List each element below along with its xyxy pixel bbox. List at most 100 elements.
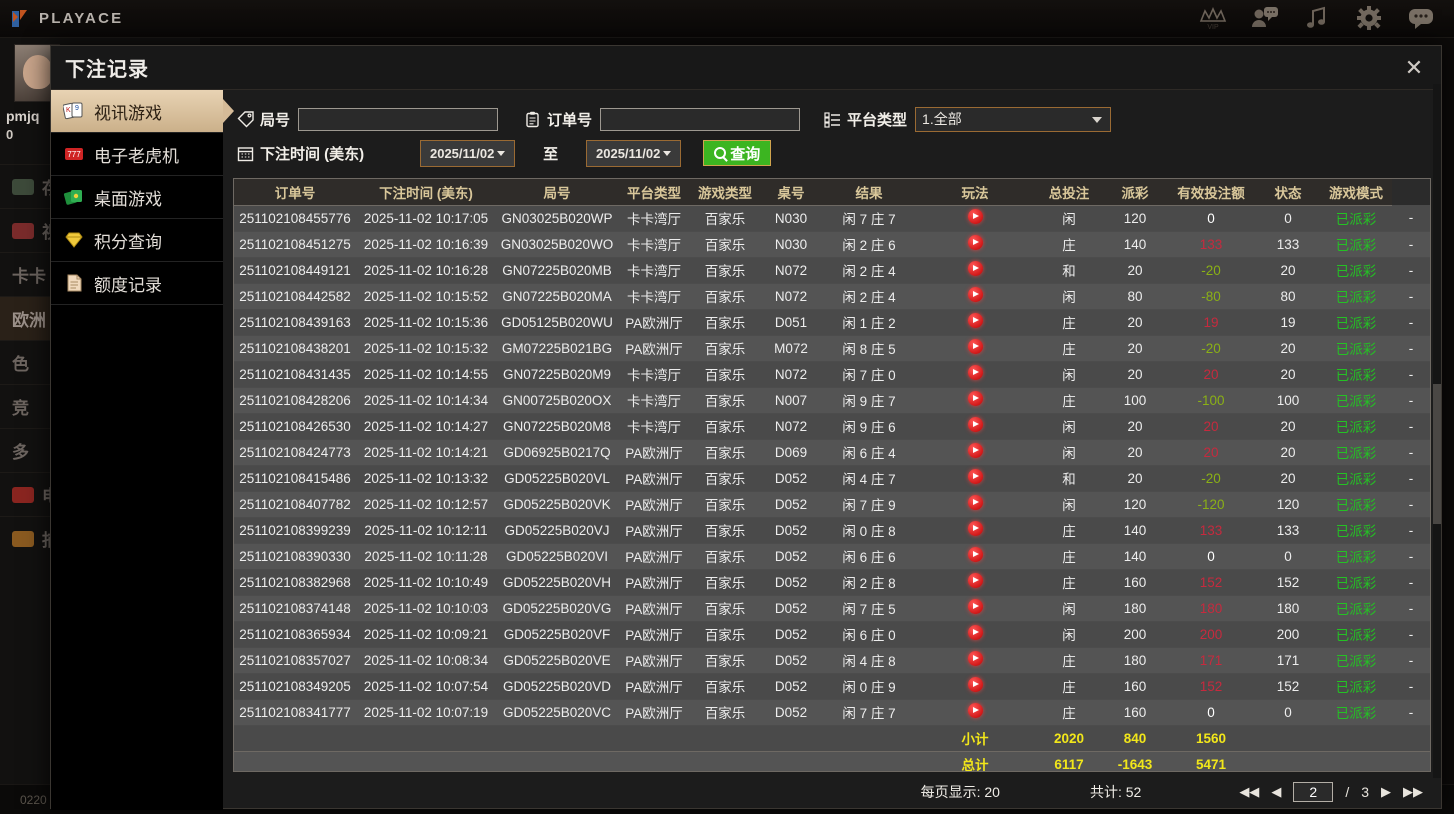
play-cell: 闲 [1034, 491, 1104, 518]
bet-cell: 180 [1104, 647, 1166, 674]
prev-page-button[interactable]: ◀ [1271, 784, 1282, 799]
play-replay-icon[interactable] [967, 339, 983, 354]
payout-cell: 152 [1166, 569, 1256, 596]
order-cell: 251102108451275 [234, 231, 356, 258]
scrollbar-thumb[interactable] [1433, 384, 1441, 524]
next-page-button[interactable]: ▶ [1381, 784, 1391, 799]
chevron-down-icon [1092, 116, 1103, 123]
replay-cell [916, 387, 1034, 414]
platform-cell: PA欧洲厅 [618, 517, 690, 544]
close-icon[interactable]: ✕ [1404, 54, 1424, 80]
game-mode-cell: - [1392, 595, 1430, 622]
play-replay-icon[interactable] [967, 443, 983, 458]
play-replay-icon[interactable] [967, 573, 983, 588]
play-cell: 庄 [1034, 517, 1104, 544]
play-replay-icon[interactable] [967, 391, 983, 406]
game-type-cell: 百家乐 [690, 283, 760, 310]
play-replay-icon[interactable] [967, 261, 983, 276]
table-row: 251102108424773 2025-11-02 10:14:21 GD0692… [234, 439, 1430, 466]
game-mode-cell: - [1392, 673, 1430, 700]
col-play: 玩法 [916, 179, 1034, 206]
game-mode-cell: - [1392, 517, 1430, 544]
date-to-value: 2025/11/02 [596, 145, 661, 161]
platform-cell: 卡卡湾厅 [618, 387, 690, 414]
valid-bet-cell: 20 [1256, 439, 1320, 466]
play-replay-icon[interactable] [967, 365, 983, 380]
valid-bet-cell: 80 [1256, 283, 1320, 310]
replay-cell [916, 517, 1034, 544]
result-cell: 闲 7 庄 7 [822, 699, 916, 726]
last-page-button[interactable]: ▶▶ [1403, 784, 1423, 799]
platform-select[interactable]: 1.全部 [915, 106, 1112, 132]
first-page-button[interactable]: ◀◀ [1239, 784, 1260, 799]
sidebar-item-credit-records[interactable]: 额度记录 [51, 262, 223, 305]
play-replay-icon[interactable] [967, 287, 983, 302]
play-cell: 庄 [1034, 387, 1104, 414]
order-cell: 251102108449121 [234, 257, 356, 284]
time-cell: 2025-11-02 10:10:03 [356, 595, 496, 622]
game-type-cell: 百家乐 [690, 309, 760, 336]
play-cell: 闲 [1034, 439, 1104, 466]
query-button[interactable]: 查询 [703, 140, 772, 166]
table-no-cell: D052 [760, 595, 822, 622]
bet-cell: 20 [1104, 309, 1166, 336]
topbar-icon-group: VIP [1198, 5, 1454, 33]
dialog-body: 9 K 视讯游戏 777 电子老虎机 [51, 90, 1441, 810]
fishing-icon [12, 530, 34, 547]
play-replay-icon[interactable] [967, 651, 983, 666]
status-cell: 已派彩 [1320, 283, 1392, 310]
date-to-picker[interactable]: 2025/11/02 [586, 139, 682, 167]
round-input[interactable] [298, 107, 499, 131]
play-replay-icon[interactable] [967, 469, 983, 484]
replay-cell [916, 335, 1034, 362]
play-replay-icon[interactable] [967, 495, 983, 510]
bet-cell: 160 [1104, 569, 1166, 596]
status-cell: 已派彩 [1320, 387, 1392, 414]
page-title: 下注记录 [65, 59, 149, 81]
sidebar-item-live-games[interactable]: 9 K 视讯游戏 [51, 90, 234, 133]
sidebar-item-table-games[interactable]: 桌面游戏 [51, 176, 223, 219]
vip-crown-icon[interactable]: VIP [1198, 5, 1228, 33]
play-replay-icon[interactable] [967, 599, 983, 614]
valid-bet-cell: 120 [1256, 491, 1320, 518]
round-cell: GN07225B020M9 [496, 361, 618, 388]
agent-chat-icon[interactable] [1250, 5, 1280, 33]
game-type-cell: 百家乐 [690, 569, 760, 596]
platform-cell: PA欧洲厅 [618, 543, 690, 570]
col-platform: 平台类型 [618, 179, 690, 206]
date-from-picker[interactable]: 2025/11/02 [420, 139, 516, 167]
play-replay-icon[interactable] [967, 235, 983, 250]
result-cell: 闲 7 庄 7 [822, 205, 916, 232]
table-row: 251102108455776 2025-11-02 10:17:05 GN0302… [234, 205, 1430, 232]
play-replay-icon[interactable] [967, 417, 983, 432]
table-no-cell: D052 [760, 465, 822, 492]
sidebar-item-slots[interactable]: 777 电子老虎机 [51, 133, 223, 176]
chat-bubble-icon[interactable] [1406, 5, 1436, 33]
play-replay-icon[interactable] [967, 677, 983, 692]
table-no-cell: M072 [760, 335, 822, 362]
bet-cell: 20 [1104, 257, 1166, 284]
spacer-cell [1256, 725, 1430, 752]
platform-cell: PA欧洲厅 [618, 335, 690, 362]
brand-logo[interactable]: PLAYACE [0, 8, 123, 30]
payout-cell: -20 [1166, 257, 1256, 284]
play-replay-icon[interactable] [967, 313, 983, 328]
page-input[interactable] [1293, 782, 1334, 802]
play-replay-icon[interactable] [967, 625, 983, 640]
play-replay-icon[interactable] [967, 521, 983, 536]
play-replay-icon[interactable] [967, 703, 983, 718]
order-input[interactable] [600, 107, 801, 131]
dialog-scrollbar[interactable] [1433, 84, 1441, 778]
table-row: 251102108407782 2025-11-02 10:12:57 GD0522… [234, 491, 1430, 518]
lobby-item-label: 欧洲 [12, 311, 46, 330]
gear-icon[interactable] [1354, 5, 1384, 33]
play-replay-icon[interactable] [967, 547, 983, 562]
play-replay-icon[interactable] [967, 209, 983, 224]
round-cell: GD05125B020WU [496, 309, 618, 336]
play-cell: 庄 [1034, 231, 1104, 258]
platform-cell: 卡卡湾厅 [618, 283, 690, 310]
col-round: 局号 [496, 179, 618, 206]
game-type-cell: 百家乐 [690, 335, 760, 362]
music-note-icon[interactable] [1302, 5, 1332, 33]
sidebar-item-points-query[interactable]: 积分查询 [51, 219, 223, 262]
